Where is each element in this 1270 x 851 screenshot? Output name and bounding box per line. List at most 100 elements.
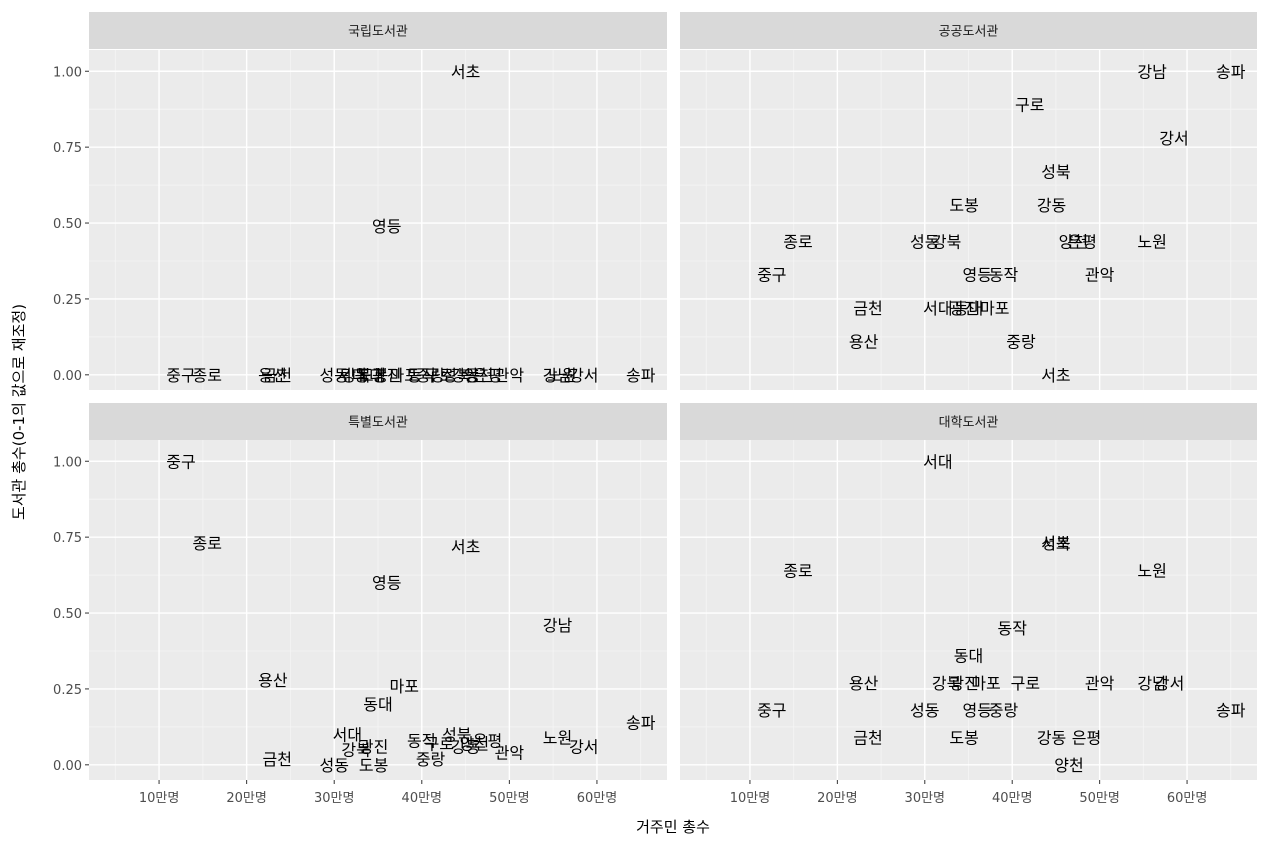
data-point-label: 마포 [390,677,419,696]
x-tick-label: 10만명 [730,791,770,806]
data-point-label: 영등 [963,266,992,285]
data-point-label: 강동 [451,738,480,757]
data-point-label: 광진 [949,674,978,693]
data-point-label: 강남 [1137,62,1167,81]
data-point-label: 금천 [263,750,292,769]
data-point-label: 광진 [372,366,401,385]
data-point-label: 양천 [464,366,493,385]
data-point-label: 강서 [569,366,598,385]
data-point-label: 강북 [341,741,370,760]
data-point-label: 강북 [932,232,961,251]
data-point-label: 도봉 [359,366,388,385]
data-point-label: 도봉 [359,756,388,775]
data-point-label: 도봉 [949,196,978,215]
y-axis-title: 도서관 총수(0-1의 값으로 재조정) [10,304,28,520]
data-point-label: 양천 [1059,232,1088,251]
y-tick-label: 1.00 [53,65,82,80]
data-point-label: 성북 [442,725,471,744]
y-tick-label: 1.00 [53,455,82,470]
data-point-label: 은평 [1067,232,1096,251]
data-point-label: 강동 [1037,196,1066,215]
data-point-label: 성북 [442,366,471,385]
data-point-label: 성동 [319,756,348,775]
data-point-label: 관악 [1085,266,1115,285]
data-point-label: 양천 [460,735,489,754]
data-point-label: 용산 [849,332,879,351]
x-tick-label: 40만명 [992,791,1032,806]
data-point-label: 구로 [425,735,454,754]
data-point-label: 송파 [1216,701,1246,720]
facet-strip-label: 공공도서관 [939,25,999,40]
data-point-label: 송파 [626,713,656,732]
data-point-label: 종로 [193,534,222,553]
data-point-label: 강남 [1137,674,1167,693]
y-tick-label: 0.00 [53,759,82,774]
facet-strip [89,403,667,440]
x-tick-label: 60만명 [577,791,617,806]
data-point-label: 성동 [319,366,348,385]
data-point-label: 용산 [258,366,288,385]
data-point-label: 동대 [954,299,983,318]
data-point-label: 강동 [1037,729,1066,748]
data-point-label: 강북 [932,674,961,693]
data-point-label: 종로 [783,232,812,251]
data-point-label: 강남 [543,366,573,385]
y-tick-label: 0.25 [53,293,82,308]
y-tick-label: 0.25 [53,683,82,698]
x-tick-label: 10만명 [139,791,179,806]
data-point-label: 중구 [166,452,195,471]
data-point-label: 중구 [757,701,786,720]
data-point-label: 강서 [1159,129,1188,148]
data-point-label: 양천 [1054,756,1083,775]
data-point-label: 서대 [923,452,952,471]
data-point-label: 관악 [495,744,525,763]
data-point-label: 성동 [910,232,939,251]
data-point-label: 구로 [425,366,454,385]
x-tick-label: 30만명 [314,791,354,806]
x-tick-label: 40만명 [402,791,442,806]
data-point-label: 동작 [407,366,437,385]
data-point-label: 서초 [451,62,480,81]
data-point-label: 서초 [1041,366,1070,385]
data-point-label: 마포 [390,366,419,385]
data-point-label: 광진 [949,299,978,318]
data-point-label: 노원 [547,366,576,385]
data-point-label: 동작 [407,732,437,751]
y-tick-label: 0.75 [53,141,82,156]
facet-strip [89,12,667,49]
x-tick-label: 50만명 [1079,791,1119,806]
data-point-label: 금천 [263,366,292,385]
data-point-label: 중구 [757,266,786,285]
data-point-label: 강남 [543,616,573,635]
facet-strip [680,12,1257,49]
data-point-label: 노원 [1137,562,1166,581]
data-point-label: 강동 [451,366,480,385]
data-point-label: 성북 [1041,162,1070,181]
x-tick-label: 60만명 [1167,791,1207,806]
data-point-label: 중랑 [416,750,446,769]
data-point-label: 강서 [1155,674,1184,693]
data-point-label: 서대 [923,299,952,318]
data-point-label: 종로 [193,366,222,385]
facet-strip-label: 대학도서관 [939,416,999,431]
data-point-label: 성북 [1041,534,1070,553]
data-point-label: 송파 [1216,62,1246,81]
y-tick-label: 0.50 [53,217,82,232]
data-point-label: 은평 [1072,729,1101,748]
y-tick-label: 0.75 [53,531,82,546]
x-axis-title: 거주민 총수 [636,818,710,836]
data-point-label: 구로 [1011,674,1040,693]
data-point-label: 용산 [258,671,288,690]
data-point-label: 영등 [963,701,992,720]
data-point-label: 강북 [341,366,370,385]
data-point-label: 영등 [372,574,401,593]
data-point-label: 강서 [569,738,598,757]
x-tick-label: 30만명 [905,791,945,806]
y-tick-label: 0.00 [53,369,82,384]
data-point-label: 송파 [626,366,656,385]
data-point-label: 구로 [1015,96,1044,115]
